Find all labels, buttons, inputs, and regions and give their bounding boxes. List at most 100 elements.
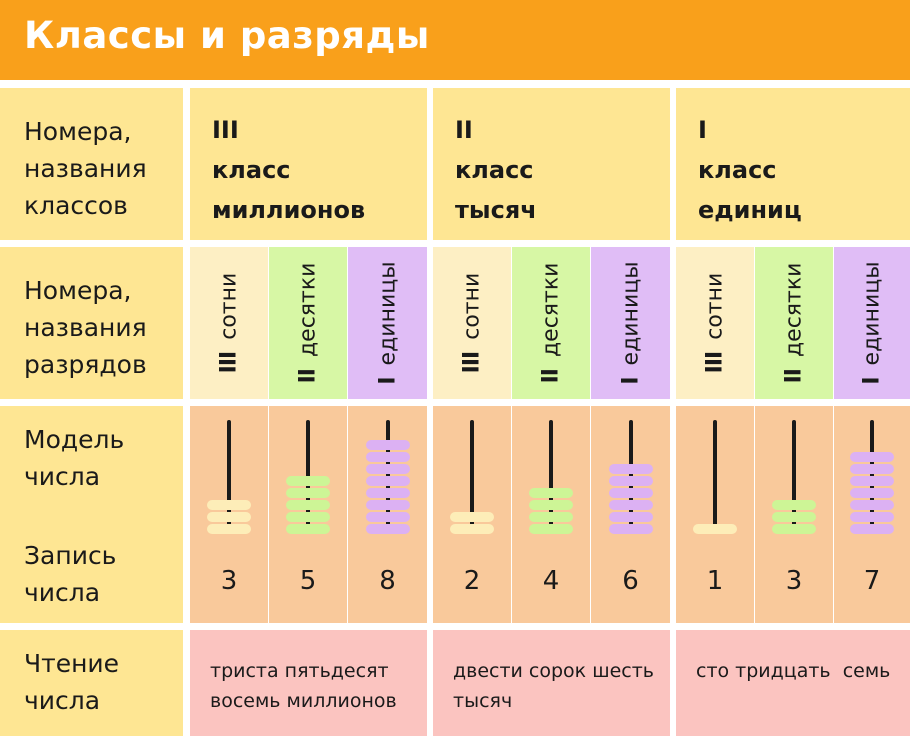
abacus-bead	[850, 524, 894, 534]
abacus-bead	[529, 512, 573, 522]
rank-number: I	[859, 377, 885, 385]
abacus-bead	[365, 488, 410, 498]
read-row-label-line: Чтение	[24, 649, 120, 678]
digit-value: 7	[863, 566, 881, 596]
title-banner: Классы и разряды	[0, 0, 910, 80]
abacus-beads	[529, 488, 573, 536]
page-title: Классы и разряды	[24, 14, 430, 57]
digit-value: 8	[379, 566, 396, 596]
abacus-bead	[207, 524, 251, 534]
abacus-bead	[207, 500, 251, 510]
model-cell: 3	[755, 406, 833, 623]
class-number: III	[212, 116, 239, 144]
abacus-bead	[608, 464, 653, 474]
reading-text: сто тридцать семь	[696, 656, 890, 686]
reading-cell-1: триста пятьдесят восемь миллионов	[190, 630, 427, 736]
rank-number: II	[538, 369, 564, 384]
reading-text: триста пятьдесят восемь миллионов	[210, 656, 397, 716]
rank-name: сотни	[459, 272, 485, 340]
abacus-bead	[286, 512, 330, 522]
class-word: класс	[212, 156, 291, 184]
class-word: класс	[698, 156, 777, 184]
abacus-bead	[850, 512, 894, 522]
model-cell: 5	[269, 406, 347, 623]
rank-label: II десятки	[782, 263, 807, 384]
digit-value: 3	[220, 566, 238, 596]
class-title: миллионов	[212, 196, 366, 224]
abacus-bead	[772, 500, 816, 510]
model-row-label-line: Модель	[24, 425, 125, 454]
abacus-bead	[850, 500, 894, 510]
abacus-rod	[792, 420, 796, 532]
digit-value: 6	[622, 566, 639, 596]
abacus-bead	[365, 512, 410, 522]
abacus-beads	[850, 452, 894, 536]
rank-number: II	[781, 369, 807, 384]
rank-name: десятки	[781, 262, 807, 358]
rank-number: III	[459, 351, 485, 374]
rank-name: сотни	[216, 272, 242, 340]
model-cell: 1	[676, 406, 754, 623]
abacus-bead	[365, 464, 410, 474]
digit-value: 1	[706, 566, 724, 596]
row-label-cell	[0, 88, 183, 240]
abacus-bead	[693, 524, 737, 534]
rank-cell: III сотни	[190, 247, 268, 399]
abacus-bead	[286, 500, 330, 510]
write-row-label-line: Запись	[24, 541, 117, 570]
ranks-row-label-line: названия	[24, 313, 147, 342]
model-cell: 2	[433, 406, 511, 623]
abacus-bead	[286, 476, 330, 486]
model-cell: 8	[348, 406, 427, 623]
classes-row-label-line: названия	[24, 154, 147, 183]
class-header-1: III класс миллионов	[190, 88, 427, 240]
abacus-rod	[713, 420, 717, 532]
ranks-row-label-line: разрядов	[24, 350, 147, 379]
abacus-beads	[286, 476, 330, 536]
rank-cell: III сотни	[433, 247, 511, 399]
rank-cell: II десятки	[269, 247, 347, 399]
abacus-beads	[693, 524, 737, 536]
abacus-beads	[207, 500, 251, 536]
abacus-bead	[286, 488, 330, 498]
abacus-beads	[608, 464, 653, 536]
class-title: единиц	[698, 196, 802, 224]
abacus-bead	[450, 524, 494, 534]
rank-name: единицы	[618, 261, 643, 366]
classes-row-label-line: Номера,	[24, 117, 132, 146]
write-row-label-line: числа	[24, 578, 101, 607]
abacus-bead	[772, 524, 816, 534]
class-name: II класс тысяч	[455, 110, 537, 230]
classes-row-label: Номера, названия классов	[24, 113, 147, 224]
reading-line: триста пятьдесят	[210, 660, 389, 682]
model-row-label: Модель числа	[24, 421, 124, 495]
model-cell: 4	[512, 406, 590, 623]
rank-number: I	[618, 377, 643, 385]
reading-line: тысяч	[453, 690, 513, 712]
class-name: III класс миллионов	[212, 110, 365, 230]
reading-line: сто тридцать семь	[696, 660, 891, 682]
abacus-bead	[608, 476, 653, 486]
abacus-bead	[365, 500, 410, 510]
rank-number: III	[216, 351, 242, 374]
class-header-2: II класс тысяч	[433, 88, 670, 240]
reading-cell-3: сто тридцать семь	[676, 630, 910, 736]
abacus-bead	[608, 524, 653, 534]
read-row-label-line: числа	[24, 686, 101, 715]
reading-text: двести сорок шесть тысяч	[453, 656, 654, 716]
abacus-bead	[450, 512, 494, 522]
rank-label: III сотни	[217, 273, 242, 374]
abacus-bead	[608, 488, 653, 498]
rank-label: III сотни	[460, 273, 485, 374]
abacus-bead	[850, 488, 894, 498]
abacus-bead	[286, 524, 330, 534]
model-cell: 6	[591, 406, 670, 623]
reading-line: двести сорок шесть	[453, 660, 654, 682]
abacus-rod	[227, 420, 231, 532]
class-title: тысяч	[455, 196, 537, 224]
abacus-bead	[365, 452, 410, 462]
abacus-bead	[850, 452, 894, 462]
